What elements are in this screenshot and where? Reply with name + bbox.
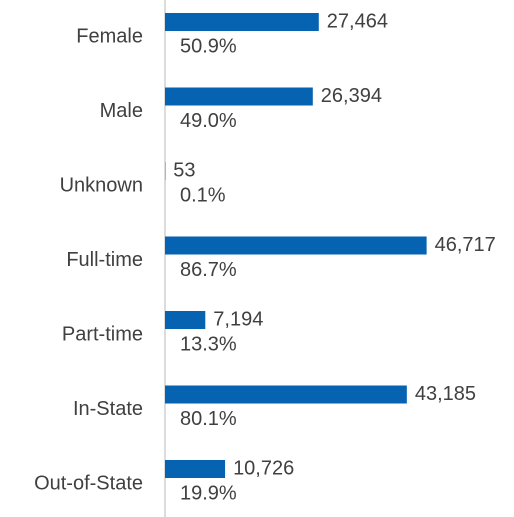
share-label: 80.1% <box>180 408 237 430</box>
value-label: 53 <box>173 159 195 181</box>
share-label: 13.3% <box>180 333 237 355</box>
bar <box>165 87 313 106</box>
bar <box>165 13 319 31</box>
share-label: 0.1% <box>180 184 226 206</box>
bar <box>165 385 407 404</box>
bar <box>165 236 427 255</box>
category-label: Out-of-State <box>34 472 143 494</box>
share-label: 19.9% <box>180 482 237 504</box>
share-label: 50.9% <box>180 35 237 57</box>
category-label: Part-time <box>62 323 143 345</box>
share-label: 49.0% <box>180 110 237 132</box>
category-label: Unknown <box>60 174 143 196</box>
value-label: 27,464 <box>327 10 388 32</box>
value-label: 26,394 <box>321 85 382 107</box>
category-label: Full-time <box>66 249 143 271</box>
category-label: In-State <box>73 398 143 420</box>
bar <box>165 460 226 478</box>
share-label: 86.7% <box>180 259 237 281</box>
category-label: Male <box>100 100 143 122</box>
category-label: Female <box>76 25 143 47</box>
value-label: 46,717 <box>435 234 496 256</box>
value-label: 10,726 <box>233 457 294 479</box>
value-label: 7,194 <box>213 308 263 330</box>
bar <box>165 311 206 329</box>
value-label: 43,185 <box>415 383 476 405</box>
